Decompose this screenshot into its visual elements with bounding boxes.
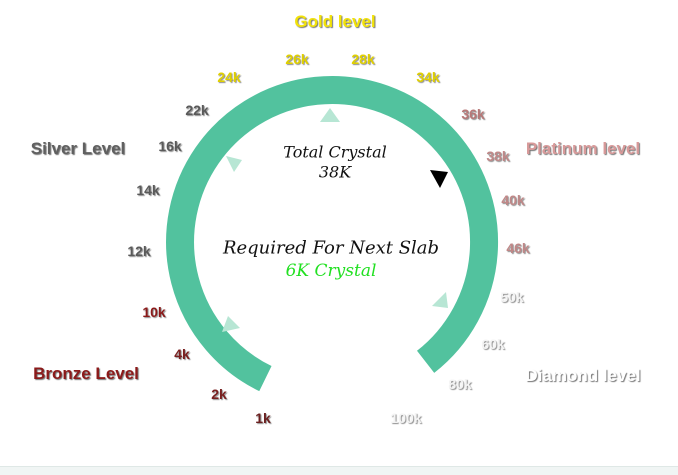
tick-label: 40k — [501, 192, 525, 208]
tick-label: 46k — [506, 240, 530, 256]
tick-label: 38k — [486, 148, 510, 164]
tick-label: 80k — [448, 376, 472, 392]
total-crystal-value: 38K — [318, 162, 352, 182]
tick-label: 2k — [211, 386, 227, 402]
tick-label: 28k — [351, 51, 375, 67]
tick-label: 16k — [158, 138, 182, 154]
current-position-pointer-icon — [430, 170, 448, 188]
direction-arrow-icon — [226, 156, 242, 172]
tick-label: 1k — [255, 410, 271, 426]
direction-arrow-icon — [432, 292, 448, 308]
total-crystal-label: Total Crystal — [283, 142, 387, 162]
gold-level-label: Gold level — [294, 12, 376, 31]
tick-label: 36k — [461, 106, 485, 122]
tick-label: 12k — [127, 243, 151, 259]
bottom-divider — [0, 466, 678, 475]
direction-arrow-icon — [320, 108, 340, 122]
required-next-slab-value: 6K Crystal — [285, 261, 377, 281]
tick-label: 24k — [217, 69, 241, 85]
required-next-slab-label: Required For Next Slab — [222, 237, 440, 259]
bronze-level-label: Bronze Level — [33, 364, 139, 383]
ring-arc — [166, 76, 498, 392]
tick-label: 4k — [174, 346, 190, 362]
tick-label: 14k — [136, 182, 160, 198]
tick-label: 100k — [390, 410, 422, 426]
direction-arrow-icon — [222, 316, 240, 332]
platinum-level-label: Platinum level — [525, 139, 641, 158]
tick-label: 26k — [285, 51, 309, 67]
tick-label: 34k — [416, 69, 440, 85]
tick-label: 10k — [142, 304, 166, 320]
tick-label: 22k — [185, 102, 209, 118]
tick-label: 60k — [481, 336, 505, 352]
tick-label: 50k — [500, 289, 524, 305]
diamond-level-label: Diamond level — [525, 366, 641, 385]
silver-level-label: Silver Level — [30, 139, 126, 158]
